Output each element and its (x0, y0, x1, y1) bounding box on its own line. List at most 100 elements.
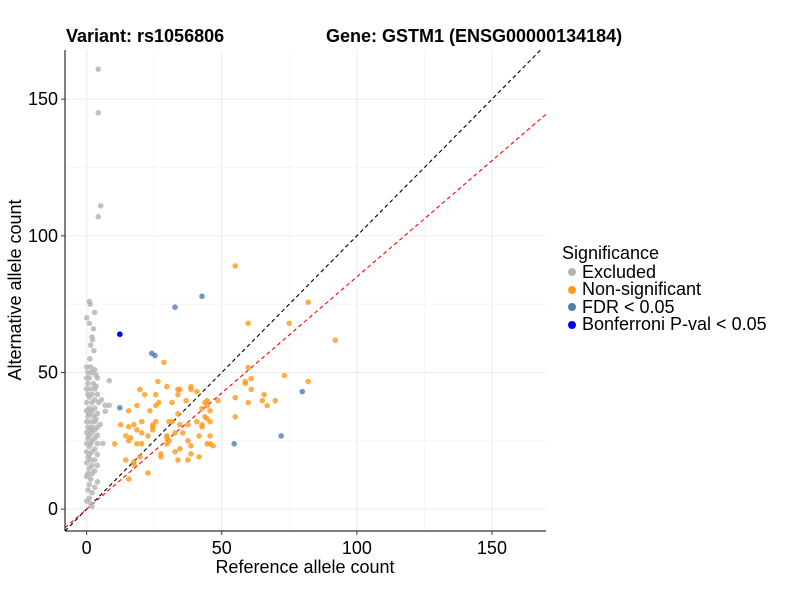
point-non-significant (210, 442, 216, 449)
point-excluded (90, 325, 97, 332)
point-fdr-0-05 (278, 433, 284, 439)
point-excluded (85, 435, 91, 441)
point-excluded (95, 213, 102, 220)
point-non-significant (155, 378, 161, 385)
point-non-significant (232, 263, 239, 269)
point-excluded (83, 386, 90, 392)
point-non-significant (188, 451, 194, 457)
y-axis-label: Alternative allele count (5, 199, 25, 380)
point-excluded (102, 408, 109, 415)
point-excluded (87, 301, 93, 307)
point-excluded (85, 487, 91, 493)
point-excluded (89, 470, 95, 477)
point-non-significant (261, 391, 267, 398)
legend-dot-icon (568, 303, 576, 312)
point-fdr-0-05 (231, 441, 237, 447)
point-non-significant (232, 413, 239, 420)
point-excluded (87, 342, 94, 348)
point-excluded (86, 481, 93, 488)
point-non-significant (199, 424, 205, 430)
point-non-significant (172, 448, 178, 455)
y-tick-label: 0 (48, 499, 58, 519)
point-non-significant (286, 320, 293, 327)
point-excluded (91, 484, 98, 491)
point-non-significant (196, 433, 202, 439)
point-non-significant (281, 372, 288, 379)
point-non-significant (188, 386, 194, 393)
point-excluded (85, 413, 91, 420)
point-non-significant (215, 397, 221, 404)
point-excluded (94, 440, 101, 447)
y-tick-label: 100 (28, 226, 58, 246)
point-non-significant (134, 427, 140, 433)
point-fdr-0-05 (199, 293, 205, 300)
point-excluded (87, 476, 94, 482)
point-fdr-0-05 (172, 304, 178, 310)
point-excluded (86, 375, 93, 381)
point-non-significant (147, 407, 153, 414)
point-excluded (89, 489, 95, 496)
point-non-significant (137, 386, 143, 393)
point-non-significant (138, 441, 145, 447)
legend-label: Excluded (582, 261, 657, 282)
point-non-significant (194, 388, 200, 395)
point-non-significant (177, 421, 183, 428)
legend: Significance Excluded Non-significant FD… (562, 244, 767, 334)
point-excluded (106, 402, 113, 409)
point-non-significant (125, 438, 132, 444)
point-excluded (97, 202, 104, 209)
x-tick-label: 50 (212, 538, 232, 558)
point-non-significant (199, 405, 205, 412)
point-non-significant (145, 433, 151, 439)
legend-dot-icon (568, 285, 576, 294)
point-non-significant (185, 421, 191, 428)
gene-title: Gene: GSTM1 (ENSG00000134184) (326, 26, 623, 46)
legend-item-excluded: Excluded (562, 261, 767, 282)
point-non-significant (180, 430, 186, 436)
point-non-significant (196, 454, 202, 460)
point-non-significant (207, 407, 213, 414)
point-excluded (87, 386, 94, 392)
point-non-significant (175, 457, 181, 463)
point-excluded (94, 375, 101, 381)
point-fdr-0-05 (117, 404, 123, 411)
point-non-significant (188, 442, 194, 449)
point-non-significant (169, 399, 175, 406)
legend-item-non-significant: Non-significant (562, 279, 767, 299)
point-excluded (87, 364, 94, 370)
point-non-significant (117, 421, 124, 428)
point-excluded (106, 377, 113, 384)
point-non-significant (245, 399, 252, 406)
point-non-significant (204, 402, 210, 409)
variant-title: Variant: rs1056806 (66, 26, 225, 46)
point-non-significant (131, 459, 137, 465)
point-excluded (91, 347, 97, 354)
reference-line-identity (64, 49, 541, 532)
point-excluded (89, 336, 96, 343)
point-non-significant (137, 454, 143, 460)
grid-lines (65, 50, 546, 531)
reference-lines (64, 49, 547, 532)
y-tick-label: 50 (38, 362, 58, 382)
point-excluded (83, 473, 90, 480)
point-non-significant (161, 359, 167, 366)
legend-label: FDR < 0.05 (582, 296, 675, 317)
point-non-significant (123, 433, 129, 439)
point-excluded (94, 479, 101, 485)
point-non-significant (175, 391, 181, 398)
point-excluded (95, 110, 102, 116)
point-non-significant (264, 402, 270, 409)
point-excluded (83, 364, 90, 370)
point-excluded (83, 498, 90, 504)
point-excluded (87, 418, 94, 425)
point-excluded (94, 462, 101, 469)
point-excluded (86, 465, 93, 471)
point-non-significant (164, 441, 170, 447)
point-non-significant (169, 418, 175, 425)
legend-item-fdr: FDR < 0.05 (562, 296, 767, 317)
legend-label: Non-significant (582, 279, 702, 299)
point-non-significant (245, 320, 252, 327)
point-non-significant (177, 445, 183, 452)
point-excluded (86, 443, 93, 450)
